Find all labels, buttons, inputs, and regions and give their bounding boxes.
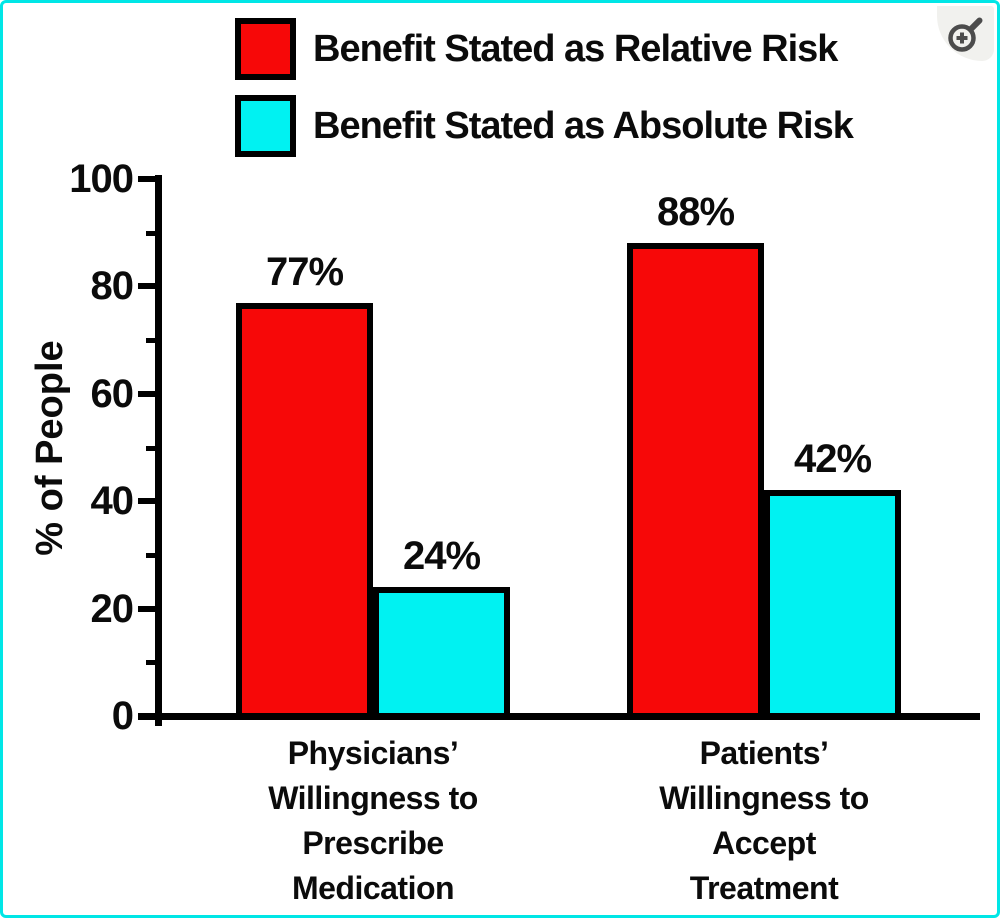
y-major-tick [138, 283, 155, 290]
y-tick-label: 40 [90, 479, 135, 524]
value-label-relative-risk-physicians: 77% [265, 249, 344, 294]
y-major-tick [138, 605, 155, 612]
bar-absolute-risk-physicians [373, 587, 510, 719]
y-major-tick [138, 176, 155, 182]
legend-swatch-relative-risk [235, 18, 296, 80]
x-category-label-patients: Patients’ Willingness to Accept Treatmen… [659, 735, 869, 906]
y-axis-line [155, 175, 162, 726]
legend-item-relative-risk: Benefit Stated as Relative Risk [235, 18, 838, 80]
y-major-tick [138, 390, 155, 397]
y-minor-tick [146, 660, 155, 666]
y-minor-tick [146, 338, 155, 344]
y-tick-label: 100 [69, 157, 134, 201]
y-tick-label: 60 [90, 371, 135, 416]
y-tick-label: 80 [90, 264, 135, 309]
legend-label-absolute-risk: Benefit Stated as Absolute Risk [313, 104, 854, 147]
legend-swatch-absolute-risk [235, 95, 296, 157]
y-tick-label: 20 [90, 586, 135, 631]
bar-absolute-risk-patients [764, 490, 901, 719]
x-category-label-physicians: Physicians’ Willingness to Prescribe Med… [268, 735, 478, 906]
y-minor-tick [146, 445, 155, 451]
legend-label-relative-risk: Benefit Stated as Relative Risk [313, 27, 838, 70]
y-major-tick [138, 713, 155, 719]
y-major-tick [138, 498, 155, 505]
y-tick-label: 0 [111, 694, 134, 738]
zoom-in-button[interactable] [937, 6, 994, 61]
y-minor-tick [146, 230, 155, 236]
value-label-absolute-risk-patients: 42% [793, 437, 872, 482]
legend-item-absolute-risk: Benefit Stated as Absolute Risk [235, 95, 854, 157]
x-axis-line [138, 713, 980, 720]
y-axis-title: % of People [29, 340, 71, 556]
y-minor-tick [146, 552, 155, 558]
zoom-in-icon [947, 17, 982, 52]
value-label-relative-risk-patients: 88% [656, 190, 735, 235]
bar-relative-risk-patients [627, 243, 764, 719]
bar-relative-risk-physicians [236, 302, 373, 719]
value-label-absolute-risk-physicians: 24% [402, 534, 481, 579]
